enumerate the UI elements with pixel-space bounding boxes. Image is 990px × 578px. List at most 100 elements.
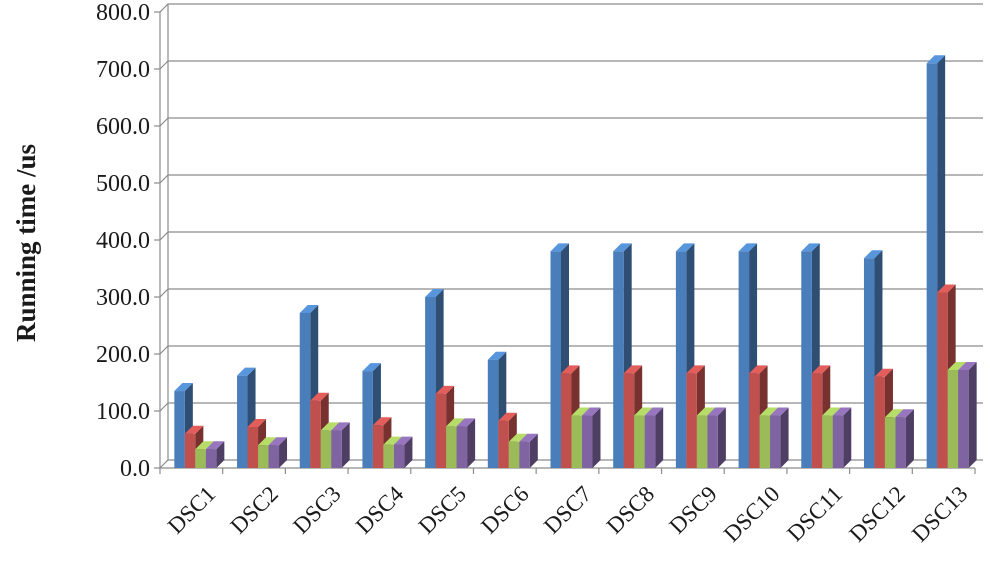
y-tick-label: 500.0: [96, 171, 150, 197]
bar-front: [331, 430, 342, 468]
bar-DSC4-s4: [393, 436, 413, 468]
bar-front: [675, 251, 687, 468]
bar-top: [362, 363, 381, 372]
bar-front: [383, 444, 394, 468]
bar-front: [613, 251, 624, 468]
bar-front: [958, 369, 969, 468]
bar-top: [435, 385, 455, 394]
bar-top: [623, 365, 643, 374]
bar-top: [696, 407, 716, 416]
bar-front: [696, 415, 708, 468]
bar-side: [216, 441, 225, 468]
bar-DSC5-s4: [456, 418, 476, 468]
bar-front: [926, 63, 938, 469]
bar-front: [456, 426, 468, 468]
bar-front: [393, 444, 405, 468]
bar-DSC3-s4: [331, 422, 350, 468]
bar-front: [372, 425, 384, 468]
bar-front: [884, 417, 896, 468]
bar-side: [404, 436, 413, 468]
bar-side: [279, 437, 288, 468]
bar-top: [487, 351, 507, 360]
bar-front: [247, 426, 259, 468]
bar-front: [237, 375, 248, 468]
bar-top: [937, 284, 956, 293]
x-category-label: DSC2: [226, 481, 283, 538]
x-category-label: DSC1: [163, 481, 220, 538]
x-category-label: DSC8: [602, 481, 659, 538]
gridline: [159, 345, 983, 355]
bar-top: [634, 407, 653, 416]
bar-top: [801, 243, 820, 252]
y-tick-label: 800.0: [96, 0, 150, 26]
bar-front: [571, 415, 582, 468]
bar-front: [759, 415, 771, 468]
bar-front: [707, 415, 718, 468]
bar-DSC2-s4: [268, 437, 288, 468]
gridline: [159, 60, 983, 70]
bar-front: [195, 449, 206, 468]
bar-top: [770, 407, 789, 416]
bar-top: [519, 433, 538, 442]
bar-top: [884, 409, 904, 418]
bar-side: [592, 407, 601, 468]
bar-side: [467, 418, 476, 468]
bar-side: [968, 361, 977, 468]
y-tick-label: 300.0: [96, 285, 150, 311]
bar-front: [686, 373, 697, 468]
bar-front: [634, 415, 645, 468]
x-category-label: DSC4: [351, 481, 409, 539]
bar-front: [623, 373, 635, 468]
x-category-label: DSC9: [664, 481, 721, 538]
bar-top: [675, 243, 695, 252]
bar-top: [320, 422, 340, 431]
x-category-label: DSC5: [414, 481, 471, 538]
bar-top: [383, 436, 402, 445]
bar-top: [268, 437, 288, 446]
bar-front: [874, 376, 885, 468]
bar-top: [184, 425, 204, 434]
bar-front: [174, 391, 185, 468]
y-tick-label: 200.0: [96, 342, 150, 368]
bar-top: [446, 418, 465, 427]
bar-front: [801, 251, 812, 468]
bar-front: [863, 258, 875, 468]
x-category-label: DSC12: [844, 481, 910, 547]
bar-top: [738, 243, 758, 252]
bar-front: [425, 297, 436, 468]
bar-front: [770, 415, 781, 468]
bar-front: [832, 415, 844, 468]
bar-side: [529, 433, 538, 468]
bar-top: [947, 361, 967, 370]
bar-front: [561, 373, 572, 468]
bar-top: [874, 368, 893, 377]
bar-front: [550, 251, 561, 468]
bar-side: [655, 407, 664, 468]
bar-front: [822, 415, 833, 468]
bar-top: [749, 365, 768, 374]
bar-top: [456, 418, 476, 427]
bar-top: [508, 433, 528, 442]
y-tick-label: 0.0: [120, 456, 150, 482]
bar-front: [498, 420, 509, 468]
bar-DSC11-s4: [832, 407, 852, 468]
x-category-label: DSC10: [719, 481, 785, 547]
bar-DSC12-s4: [895, 409, 914, 468]
bar-front: [582, 415, 593, 468]
bar-DSC10-s4: [770, 407, 789, 468]
bar-front: [508, 441, 520, 468]
bar-front: [299, 312, 311, 468]
gridline: [159, 288, 983, 298]
y-tick-label: 100.0: [96, 399, 150, 425]
bar-DSC1-s4: [205, 441, 225, 468]
x-category-label: DSC13: [907, 481, 973, 547]
bar-front: [749, 373, 760, 468]
bar-top: [372, 417, 392, 426]
bar-top: [644, 407, 664, 416]
bar-DSC6-s4: [519, 433, 538, 468]
gridline: [159, 3, 983, 13]
bar-top: [707, 407, 726, 416]
bar-top: [686, 365, 705, 374]
y-tick-label: 600.0: [96, 114, 150, 140]
